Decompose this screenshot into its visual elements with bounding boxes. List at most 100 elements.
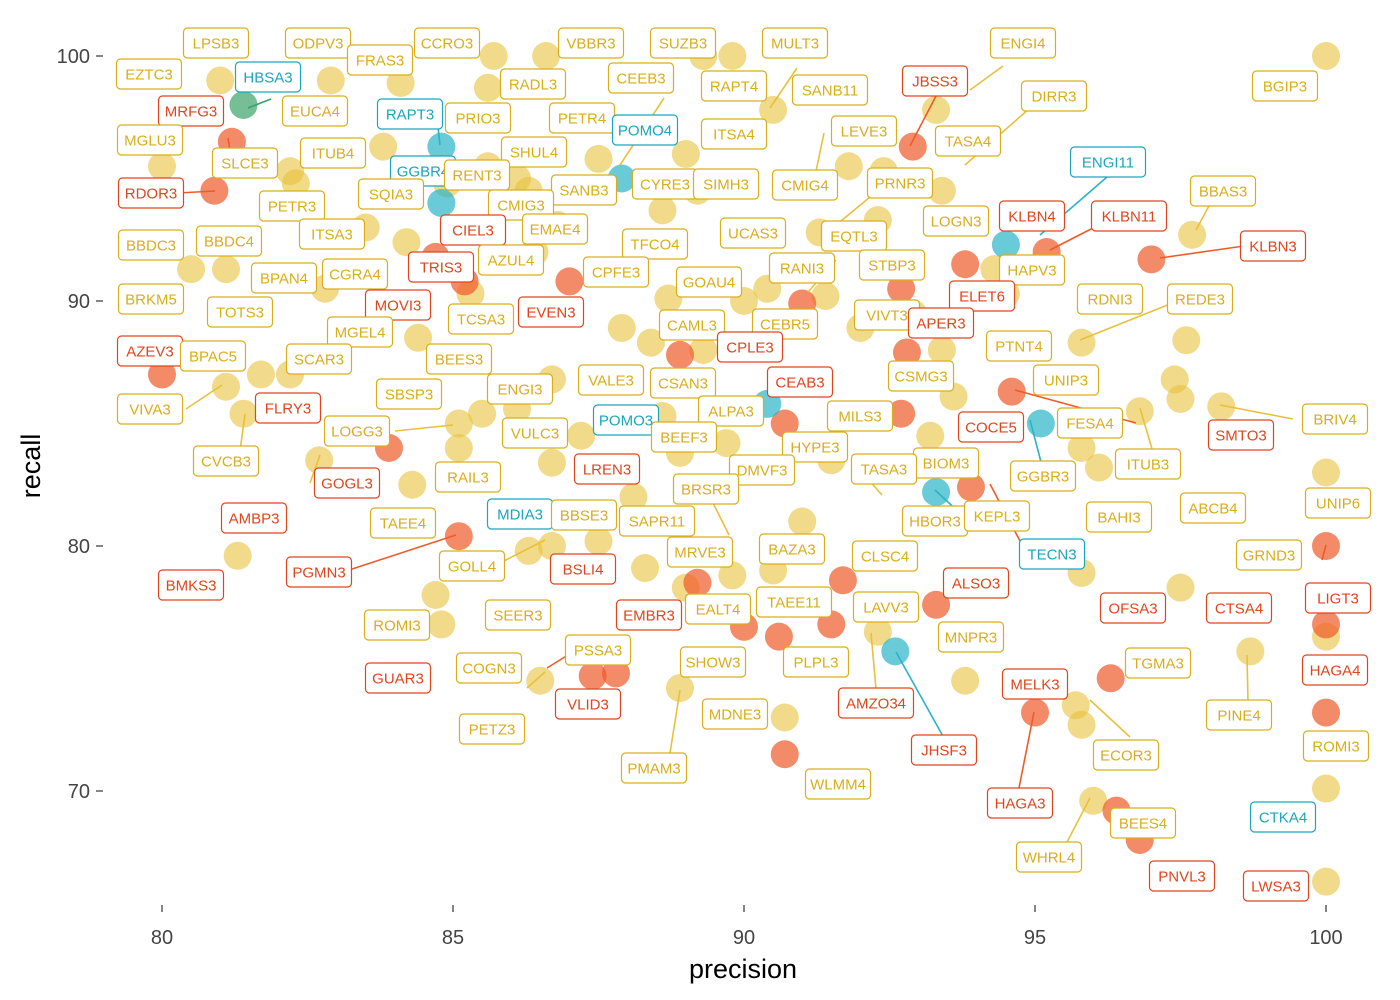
label-text: MDIA3 [497,507,543,524]
label-text: JBSS3 [912,74,958,91]
label-text: PMAM3 [627,761,680,778]
point-label: SIMH3 [692,168,760,200]
data-point [828,566,857,595]
data-point [1096,664,1125,693]
label-box [934,125,1002,157]
label-text: JHSF3 [921,743,967,760]
label-box [782,646,850,678]
label-box [866,167,934,199]
label-text: RENT3 [452,168,501,185]
point-label: EVEN3 [517,296,585,328]
label-text: GUAR3 [372,671,424,688]
label-box [1304,487,1372,519]
data-point [427,132,456,161]
label-text: TCSA3 [457,312,505,329]
label-text: VALE3 [588,373,634,390]
label-box [1018,538,1086,570]
label-box [781,431,849,463]
leader-line [1195,203,1211,231]
label-text: LPSB3 [193,36,240,53]
x-tick-label: 80 [151,927,173,949]
point-label: CSAN3 [649,367,717,399]
point-label: GRND3 [1235,539,1303,571]
point-label: SQIA3 [357,178,425,210]
data-point [764,622,793,651]
data-point [916,421,945,450]
point-label: ROMI3 [1302,730,1370,762]
label-text: ALPA3 [708,404,754,421]
label-text: PGMN3 [292,565,345,582]
point-label: RDOR3 [117,177,185,209]
label-box [618,505,696,537]
label-text: EUCA4 [290,104,340,121]
label-text: PRNR3 [875,176,926,193]
point-label: LOGG3 [323,415,391,447]
data-points [148,42,1340,896]
point-label: RENT3 [443,159,511,191]
point-label: ITSA4 [700,118,768,150]
point-label: CMIG3 [487,189,555,221]
data-point [718,561,747,590]
point-label: ODPV3 [284,27,352,59]
point-label: SBSP3 [375,378,443,410]
leader-line [1018,711,1035,789]
label-text: PETZ3 [469,722,516,739]
label-box [887,360,955,392]
label-text: MOVI3 [375,298,422,315]
label-box [1189,175,1257,207]
point-label: BBDC4 [195,225,263,257]
label-text: BGIP3 [1263,79,1307,96]
label-text: ITSA4 [713,127,755,144]
data-point [555,267,584,296]
point-label: PETZ3 [458,713,526,745]
data-point [991,230,1020,259]
point-label: MDIA3 [486,498,554,530]
label-text: CVCB3 [201,454,251,471]
label-text: MRFG3 [165,104,218,121]
label-box [1092,739,1160,771]
label-box [1205,699,1273,731]
label-text: UNIP3 [1044,373,1088,390]
data-point [951,250,980,279]
label-box [1056,407,1124,439]
label-box [910,734,978,766]
point-label: RDNI3 [1076,283,1144,315]
label-text: ENGI11 [1082,155,1134,172]
data-point [1312,458,1340,487]
label-text: CPFE3 [592,265,640,282]
label-box [157,569,225,601]
data-point [584,144,613,173]
label-box [116,393,184,425]
leader-line [345,534,457,572]
point-label: TECN3 [1018,538,1086,570]
label-text: KLBN11 [1102,209,1157,226]
data-point [1067,710,1096,739]
label-text: LIGT3 [1317,591,1359,608]
label-text: BEES4 [1119,816,1167,833]
data-point [1312,610,1340,639]
label-box [550,499,618,531]
point-label: ITSA3 [298,218,366,250]
point-label: POMO3 [592,404,660,436]
point-label: ECOR3 [1092,739,1160,771]
label-box [766,366,834,398]
point-label: HYPE3 [781,431,849,463]
point-label: MRFG3 [157,95,225,127]
point-label: PSSA3 [564,634,632,666]
label-box [115,58,183,90]
point-label: ITUB3 [1114,448,1182,480]
label-box [299,137,367,169]
label-text: MRVE3 [674,545,725,562]
data-point [427,189,456,217]
data-point [1236,637,1265,666]
leader-line [909,95,937,147]
label-box [1205,592,1273,624]
label-text: ITUB4 [312,146,355,163]
label-box [607,62,675,94]
point-label: MDNE3 [701,698,769,730]
point-label: RADL3 [499,68,567,100]
point-label: GOAU4 [675,266,743,298]
label-text: DMVF3 [737,463,788,480]
point-label: JBSS3 [901,65,969,97]
label-text: CEBR5 [760,317,810,334]
